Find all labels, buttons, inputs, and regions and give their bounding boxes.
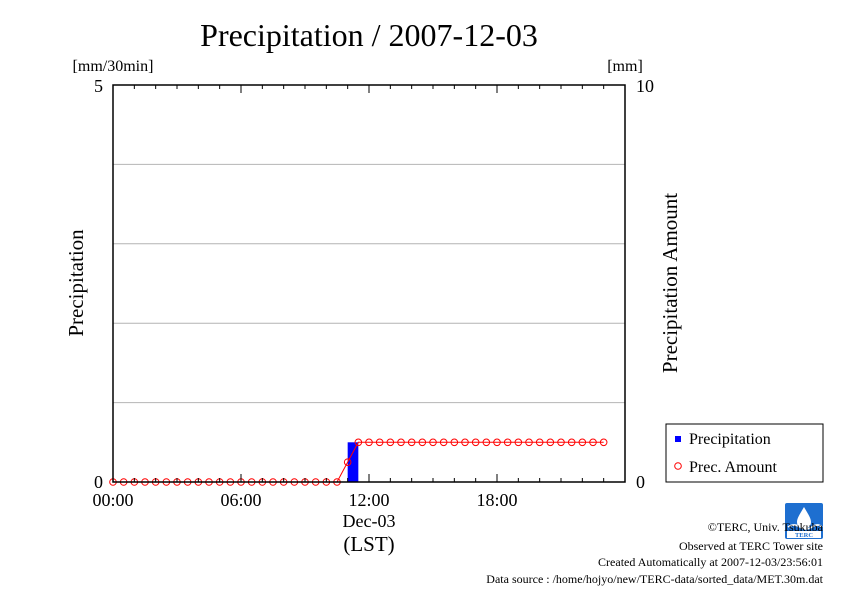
left-tick-label-0: 0 (94, 472, 103, 492)
footer-source: Data source : /home/hojyo/new/TERC-data/… (486, 572, 823, 586)
legend: Precipitation Prec. Amount (665, 423, 824, 483)
prec-amount-point (567, 438, 576, 447)
prec-amount-point (493, 438, 501, 447)
x-axis-label: (LST) (343, 532, 394, 556)
prec-amount-point (599, 438, 608, 447)
svg-text:TERC: TERC (795, 532, 813, 539)
prec-amount-point (546, 438, 555, 447)
right-tick-label-10: 10 (636, 76, 654, 96)
legend-precipitation-swatch (675, 436, 681, 442)
left-axis-unit: [mm/30min] (73, 58, 154, 75)
prec-amount-point (429, 438, 437, 447)
x-tick-label: 12:00 (348, 490, 389, 510)
left-tick-label-5: 5 (94, 76, 103, 96)
prec-amount-point (578, 438, 587, 447)
right-axis-title: Precipitation Amount (658, 193, 682, 373)
footer-created: Created Automatically at 2007-12-03/23:5… (598, 555, 823, 569)
prec-amount-point (407, 438, 416, 447)
prec-amount-point (397, 438, 405, 447)
prec-amount-point (375, 438, 384, 447)
prec-amount-point (471, 438, 480, 447)
legend-amount-swatch (674, 462, 682, 470)
prec-amount-point (503, 438, 512, 447)
prec-amount-point (354, 438, 363, 447)
legend-precipitation-label: Precipitation (689, 431, 771, 448)
prec-amount-point (450, 438, 459, 447)
x-tick-label: 00:00 (92, 490, 133, 510)
prec-amount-point (386, 438, 395, 447)
prec-amount-point (482, 438, 491, 447)
precipitation-bars (347, 442, 359, 482)
plot-frame (112, 84, 626, 483)
left-axis-title: Precipitation (64, 229, 88, 337)
prec-amount-point (439, 438, 448, 447)
prec-amount-point (418, 438, 427, 447)
x-axis-ticks: 00:00 06:00 12:00 18:00 (92, 85, 626, 510)
prec-amount-point (535, 438, 544, 447)
precipitation-bar (347, 442, 359, 482)
prec-amount-point (461, 438, 469, 447)
prec-amount-point (557, 438, 565, 447)
right-tick-label-0: 0 (636, 472, 645, 492)
prec-amount-point (343, 458, 352, 466)
x-tick-label: 06:00 (220, 490, 261, 510)
chart-title: Precipitation / 2007-12-03 (200, 17, 538, 53)
terc-logo-icon: TERC (785, 503, 823, 539)
grid-lines (113, 163, 625, 404)
prec-amount-polyline (113, 441, 604, 483)
prec-amount-point (365, 438, 373, 447)
legend-amount-label: Prec. Amount (689, 459, 778, 476)
prec-amount-point (514, 438, 523, 447)
right-axis-unit: [mm] (607, 58, 643, 75)
prec-amount-point (525, 438, 533, 447)
footer-observed: Observed at TERC Tower site (679, 539, 823, 553)
x-date-label: Dec-03 (343, 511, 396, 531)
prec-amount-point (589, 438, 597, 447)
footer-copyright: ©TERC, Univ. Tsukuba (708, 520, 824, 534)
x-tick-label: 18:00 (476, 490, 517, 510)
